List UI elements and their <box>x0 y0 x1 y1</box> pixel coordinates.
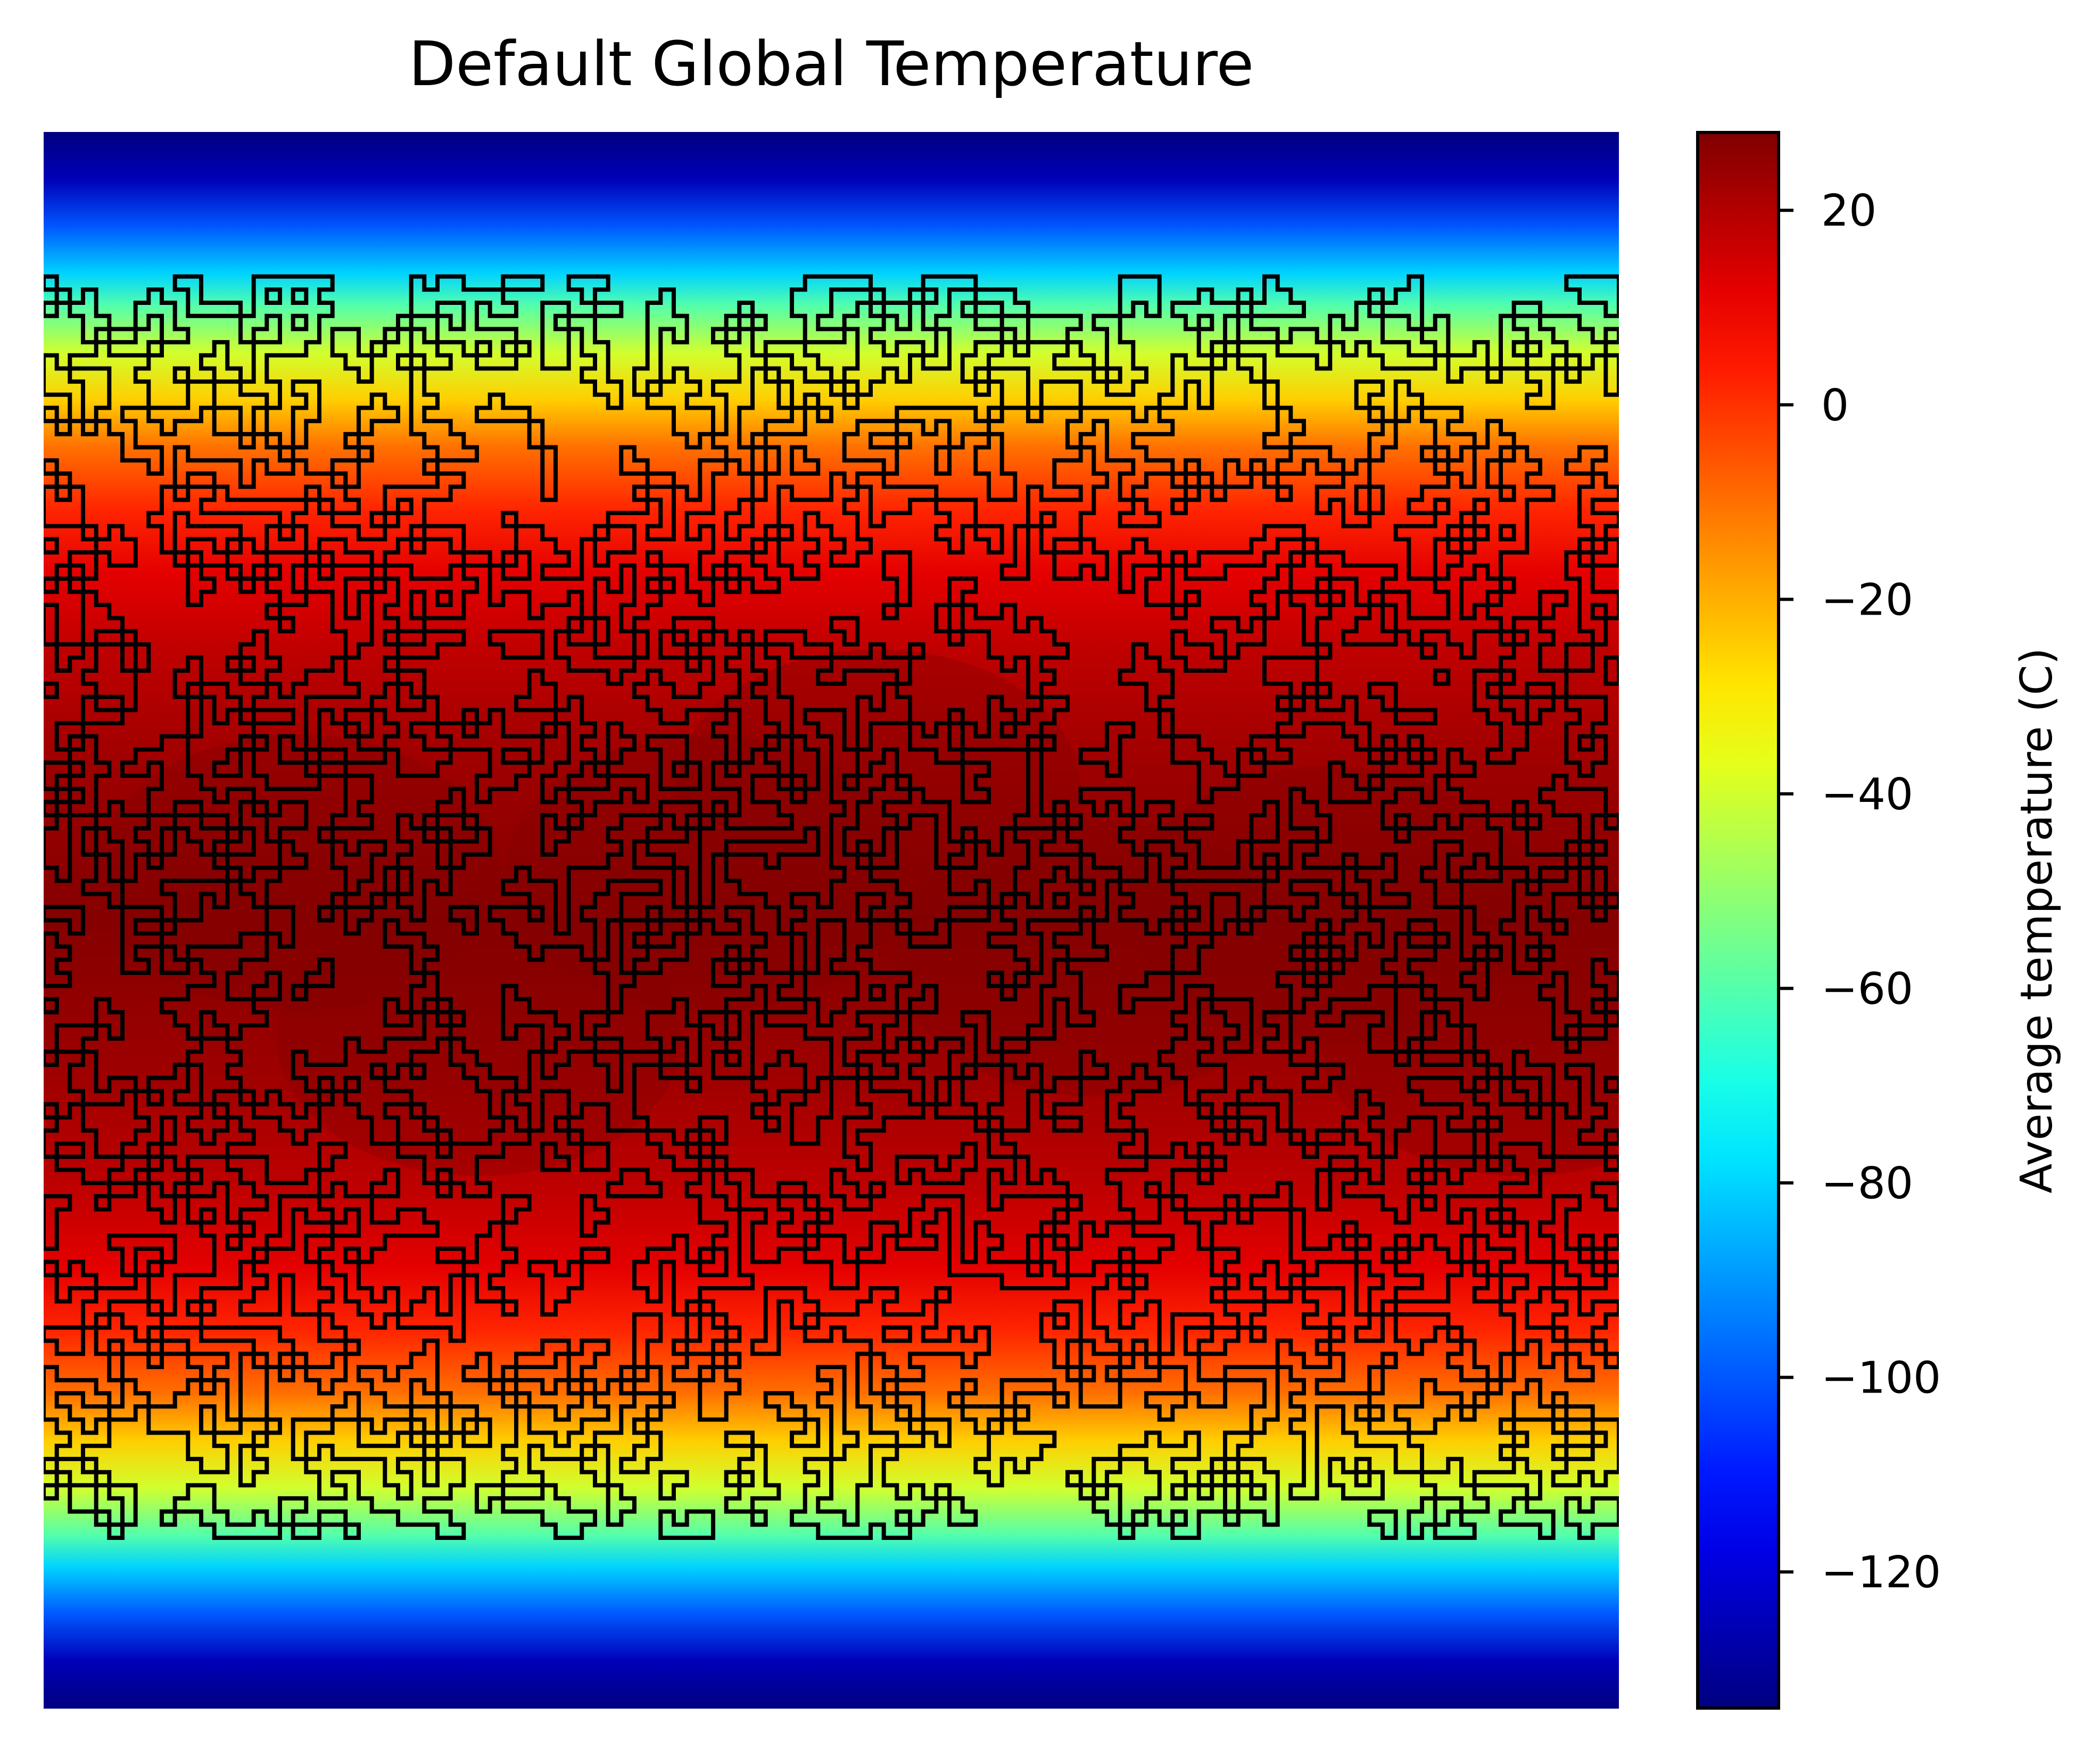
colorbar-ticks: 20 0 −20 −40 −60 −80 −100 −120 <box>1779 186 1941 1598</box>
colorbar-tick-label: 0 <box>1821 380 1849 431</box>
colorbar-label: Average temperature (C) <box>2012 648 2062 1194</box>
land-outlines <box>44 274 1619 1540</box>
colorbar-tick-label: −100 <box>1821 1353 1941 1404</box>
colorbar-gradient <box>1696 131 1780 1710</box>
chart-title: Default Global Temperature <box>409 29 1254 100</box>
colorbar-tick-label: −40 <box>1821 769 1913 820</box>
warm-core <box>1128 766 1533 1043</box>
colorbar-tick-label: 20 <box>1821 186 1876 236</box>
colorbar-tick-label: −20 <box>1821 575 1913 625</box>
colorbar: 20 0 −20 −40 −60 −80 −100 −120 Average temperat… <box>1696 131 2062 1710</box>
colorbar-tick-label: −120 <box>1821 1547 1941 1598</box>
warm-core <box>1320 899 1619 1176</box>
heatmap-area <box>44 132 1619 1709</box>
colorbar-tick-label: −60 <box>1821 964 1913 1014</box>
colorbar-tick-label: −80 <box>1821 1158 1913 1209</box>
